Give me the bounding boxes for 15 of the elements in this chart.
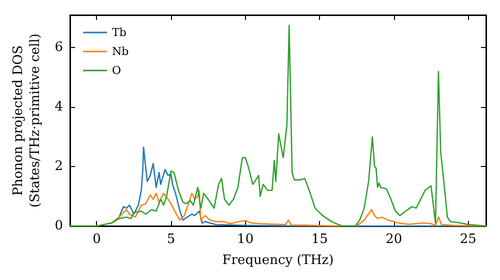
y-tick-label: 4 xyxy=(54,100,63,115)
y-tick-label: 6 xyxy=(54,40,63,56)
x-tick-label: 15 xyxy=(311,232,328,247)
y-tick-label: 0 xyxy=(54,218,63,234)
y-axis-title: Phonon projected DOS (States/THz·primitive cell) xyxy=(10,33,43,208)
legend-label: Nb xyxy=(112,45,129,58)
x-tick-label: 25 xyxy=(460,232,476,247)
legend-label: O xyxy=(112,64,122,77)
legend-label: Tb xyxy=(112,26,126,39)
x-tick-label: 0 xyxy=(92,232,101,247)
x-axis-title: Frequency (THz) xyxy=(222,253,334,268)
x-tick-label: 10 xyxy=(237,232,254,247)
x-tick-label: 5 xyxy=(166,232,176,247)
x-tick-label: 20 xyxy=(386,232,402,247)
y-tick-label: 2 xyxy=(54,159,63,174)
